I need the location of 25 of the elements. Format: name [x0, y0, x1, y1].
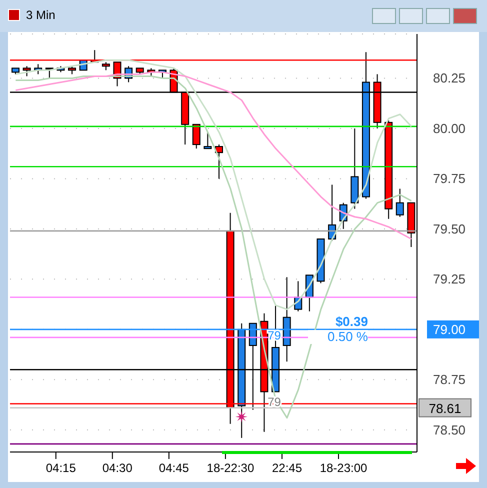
x-tick-label: 04:30	[102, 461, 133, 475]
candlestick	[204, 132, 212, 150]
candlestick	[45, 68, 54, 79]
y-tick-label: 79.00	[433, 322, 466, 337]
annotation: $0.39	[334, 314, 368, 329]
ref-line-label: 78.61	[428, 400, 462, 416]
x-tick-label: 18-23:00	[320, 461, 368, 475]
candlestick	[192, 124, 200, 150]
y-tick-label: 79.75	[433, 171, 466, 186]
y-tick-label: 79.50	[433, 221, 466, 236]
annotation: 0.50 %	[308, 329, 368, 344]
x-tick-label: 22:45	[272, 461, 302, 475]
x-tick-label: 18-22:30	[206, 461, 254, 475]
chart-title: 3 Min	[26, 8, 56, 22]
y-tick-label: 80.00	[433, 120, 466, 136]
x-tick-label: 04:45	[158, 461, 190, 475]
y-tick-label: 79.25	[433, 272, 466, 287]
y-tick-label: 78.50	[433, 422, 466, 438]
line-series	[14, 59, 412, 310]
candlestick	[215, 144, 223, 180]
x-tick-label: 04:15	[46, 461, 76, 475]
candlestick	[396, 188, 404, 218]
y-tick-label: 78.75	[433, 372, 466, 388]
candlestick	[22, 66, 31, 77]
y-tick-label: 80.25	[433, 70, 466, 86]
